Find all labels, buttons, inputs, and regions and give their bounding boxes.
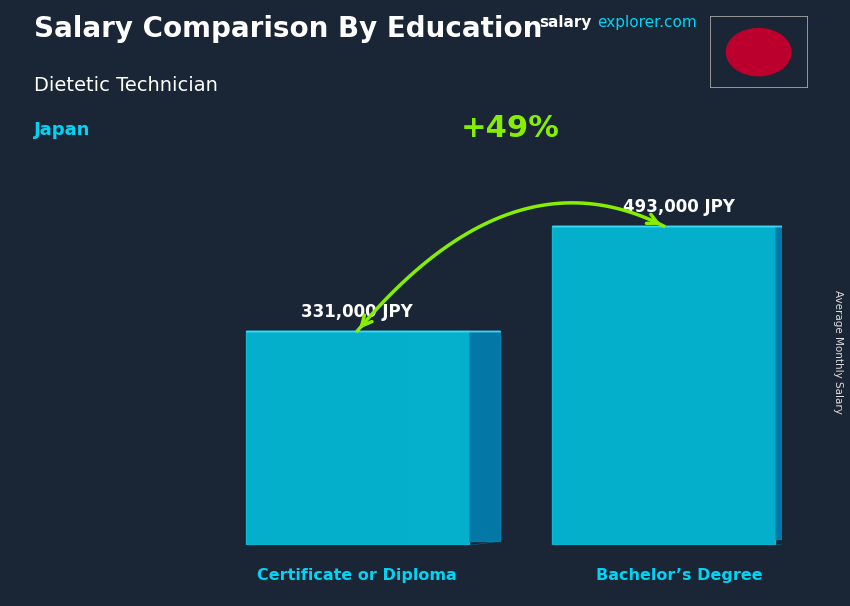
Text: Japan: Japan bbox=[34, 121, 90, 139]
Text: Bachelor’s Degree: Bachelor’s Degree bbox=[596, 568, 762, 583]
Bar bbox=[340, 30, 391, 545]
Bar bbox=[289, 30, 340, 545]
Text: 331,000 JPY: 331,000 JPY bbox=[302, 302, 413, 321]
Text: +49%: +49% bbox=[461, 114, 560, 143]
Bar bbox=[153, 30, 204, 545]
Polygon shape bbox=[775, 226, 807, 539]
Text: Average Monthly Salary: Average Monthly Salary bbox=[833, 290, 843, 413]
Circle shape bbox=[727, 28, 790, 76]
Polygon shape bbox=[468, 331, 500, 541]
Text: Dietetic Technician: Dietetic Technician bbox=[34, 76, 218, 95]
Bar bbox=[374, 30, 425, 545]
Bar bbox=[102, 30, 153, 545]
Bar bbox=[170, 30, 221, 545]
Bar bbox=[391, 30, 442, 545]
Bar bbox=[85, 30, 136, 545]
Bar bbox=[187, 30, 238, 545]
Bar bbox=[357, 30, 408, 545]
Bar bbox=[246, 331, 468, 545]
Bar bbox=[136, 30, 187, 545]
Bar bbox=[238, 30, 289, 545]
Bar bbox=[306, 30, 357, 545]
Bar bbox=[119, 30, 170, 545]
Bar bbox=[272, 30, 323, 545]
Bar bbox=[552, 226, 775, 545]
Bar bbox=[221, 30, 272, 545]
Bar bbox=[408, 30, 459, 545]
Text: explorer.com: explorer.com bbox=[598, 15, 697, 30]
Bar bbox=[255, 30, 306, 545]
Text: Certificate or Diploma: Certificate or Diploma bbox=[258, 568, 457, 583]
Text: Salary Comparison By Education: Salary Comparison By Education bbox=[34, 15, 542, 43]
Text: 493,000 JPY: 493,000 JPY bbox=[623, 198, 735, 216]
Bar bbox=[323, 30, 374, 545]
Bar bbox=[204, 30, 255, 545]
Text: salary: salary bbox=[540, 15, 592, 30]
